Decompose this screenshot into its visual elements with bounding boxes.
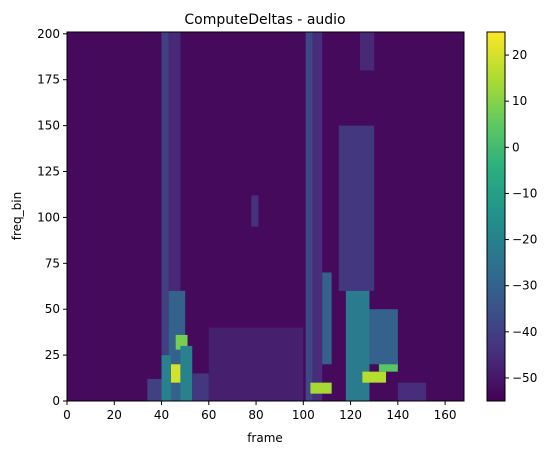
x-axis: 0 20 40 60 80 100 120 140 160: [63, 401, 457, 422]
heatmap-region-3: [170, 364, 181, 383]
colorbar-tick-label: −30: [512, 279, 537, 293]
heatmap-region-8: [192, 373, 209, 401]
heatmap-region-7: [147, 378, 162, 401]
y-tick-label: 50: [45, 302, 60, 316]
x-axis-label: frame: [247, 431, 283, 445]
x-tick-label: 160: [434, 408, 457, 422]
y-axis-label: freq_bin: [10, 192, 24, 240]
heatmap-region-19: [369, 309, 398, 365]
heatmap-region-6: [161, 355, 171, 401]
heatmap-region-11: [305, 32, 313, 401]
x-tick-label: 140: [386, 408, 409, 422]
y-tick-label: 0: [52, 394, 60, 408]
heatmap-region-13: [310, 382, 332, 394]
heatmap-region-4: [175, 334, 188, 350]
x-tick-label: 60: [201, 408, 216, 422]
y-axis: 0 25 50 75 100 125 150 175 200: [37, 27, 67, 408]
x-tick-label: 120: [339, 408, 362, 422]
y-tick-label: 100: [37, 210, 60, 224]
colorbar-tick-label: −40: [512, 325, 537, 339]
colorbar-ticks: 20 10 0 −10 −20 −30 −40 −50: [505, 48, 537, 385]
y-tick-label: 150: [37, 119, 60, 133]
heatmap-region-16: [345, 290, 370, 401]
heatmap-region-0: [161, 32, 169, 401]
y-tick-label: 75: [45, 256, 60, 270]
colorbar-tick-label: −10: [512, 186, 537, 200]
y-tick-label: 125: [37, 165, 60, 179]
heatmap-region-17: [362, 371, 387, 383]
heatmap-region-12: [312, 32, 323, 401]
colorbar-tick-label: 20: [512, 48, 527, 62]
plot-area: [67, 32, 464, 401]
x-tick-label: 40: [154, 408, 169, 422]
plot-frame: [66, 31, 465, 402]
y-tick-label: 200: [37, 27, 60, 41]
heatmap-region-15: [338, 125, 375, 291]
chart-title: ComputeDeltas - audio: [184, 12, 345, 28]
heatmap-region-18: [378, 360, 398, 372]
y-tick-label: 175: [37, 73, 60, 87]
heatmap-region-9: [208, 327, 304, 401]
x-tick-label: 80: [248, 408, 263, 422]
heatmap-region-14: [322, 272, 332, 365]
heatmap-region-10: [251, 195, 259, 227]
heatmap-region-1: [168, 32, 181, 291]
heatmap-region-20: [397, 382, 427, 401]
colorbar: [486, 31, 506, 402]
x-tick-label: 0: [63, 408, 71, 422]
colorbar-tick-label: −20: [512, 233, 537, 247]
x-tick-label: 20: [107, 408, 122, 422]
heatmap-region-21: [360, 32, 375, 71]
colorbar-tick-label: 10: [512, 94, 527, 108]
x-tick-label: 100: [292, 408, 315, 422]
y-tick-label: 25: [45, 348, 60, 362]
colorbar-tick-label: −50: [512, 371, 537, 385]
heatmap-region-5: [180, 345, 193, 401]
colorbar-tick-label: 0: [512, 140, 520, 154]
